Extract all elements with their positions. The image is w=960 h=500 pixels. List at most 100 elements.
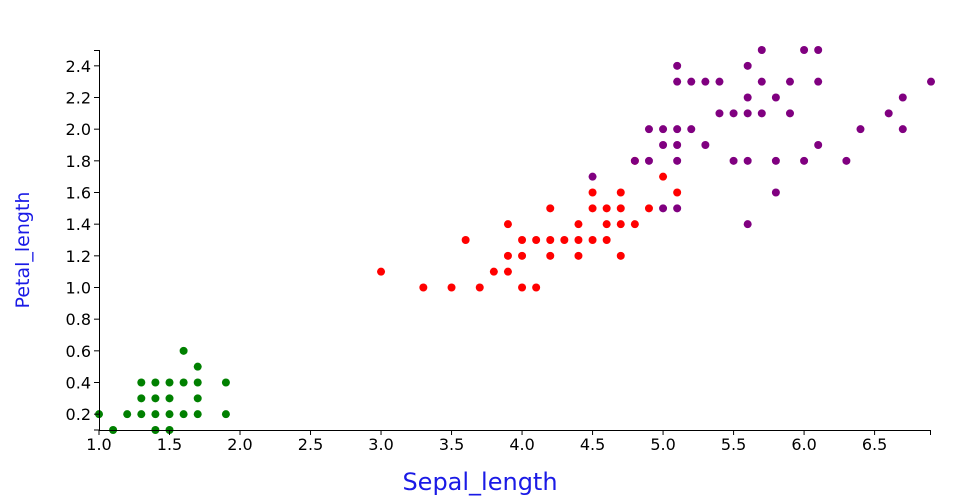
data-point-series-3 — [856, 125, 865, 134]
y-tick-label: 2.4 — [66, 57, 91, 76]
data-point-series-2 — [489, 267, 498, 276]
data-point-series-3 — [743, 220, 752, 229]
data-point-series-3 — [673, 156, 682, 165]
data-point-series-3 — [743, 61, 752, 70]
data-point-series-3 — [771, 93, 780, 102]
y-tick-label: 1.4 — [66, 215, 91, 234]
data-point-series-3 — [743, 93, 752, 102]
y-axis-ticks: 0.2 0.4 0.6 0.8 1.0 1.2 1.4 1.6 1.8 2.0 2.2 2.4 — [66, 50, 99, 431]
data-point-series-3 — [884, 109, 893, 118]
x-tick-label: 2.0 — [227, 435, 252, 454]
x-tick-label: 2.5 — [298, 435, 323, 454]
data-point-series-1 — [221, 410, 230, 419]
y-tick-label: 1.2 — [66, 247, 91, 266]
data-point-series-1 — [165, 410, 174, 419]
x-tick-label: 4.0 — [509, 435, 534, 454]
data-point-series-3 — [687, 77, 696, 86]
data-point-series-2 — [546, 204, 555, 213]
data-point-series-3 — [659, 204, 668, 213]
data-point-series-3 — [659, 141, 668, 149]
data-point-series-1 — [165, 378, 174, 387]
y-tick-label: 1.8 — [66, 152, 91, 171]
data-point-series-3 — [757, 77, 766, 86]
y-tick-label: 1.0 — [66, 279, 91, 298]
data-point-series-2 — [503, 251, 512, 260]
data-point-series-3 — [644, 125, 653, 134]
data-point-series-1 — [179, 410, 188, 419]
points-layer — [95, 46, 935, 434]
data-point-series-2 — [518, 283, 527, 292]
data-point-series-3 — [673, 61, 682, 70]
data-point-series-2 — [574, 236, 583, 244]
x-tick-label: 6.5 — [862, 435, 887, 454]
data-point-series-3 — [673, 204, 682, 213]
data-point-series-1 — [221, 378, 230, 387]
data-point-series-3 — [814, 46, 823, 54]
data-point-series-3 — [687, 125, 696, 134]
data-point-series-1 — [151, 394, 160, 403]
data-point-series-2 — [560, 236, 569, 244]
data-point-series-2 — [518, 236, 527, 244]
data-point-series-3 — [771, 156, 780, 165]
data-point-series-2 — [574, 251, 583, 260]
data-point-series-2 — [461, 236, 470, 244]
data-point-series-3 — [771, 188, 780, 197]
data-point-series-3 — [814, 77, 823, 86]
x-tick-label: 4.5 — [580, 435, 605, 454]
data-point-series-3 — [757, 46, 766, 54]
data-point-series-2 — [588, 236, 597, 244]
data-point-series-3 — [659, 125, 668, 134]
y-tick-label: 0.6 — [66, 342, 91, 361]
x-tick-label: 1.5 — [157, 435, 182, 454]
data-point-series-3 — [701, 141, 710, 149]
data-point-series-3 — [715, 109, 724, 118]
x-tick-label: 5.0 — [650, 435, 675, 454]
data-point-series-1 — [193, 394, 202, 403]
data-point-series-3 — [701, 77, 710, 86]
data-point-series-3 — [673, 77, 682, 86]
x-tick-label: 1.0 — [86, 435, 111, 454]
data-point-series-3 — [729, 109, 738, 118]
data-point-series-2 — [447, 283, 456, 292]
data-point-series-2 — [419, 283, 428, 292]
data-point-series-1 — [193, 362, 202, 371]
y-tick-label: 0.2 — [66, 405, 91, 424]
data-point-series-2 — [616, 220, 625, 229]
data-point-series-3 — [743, 109, 752, 118]
data-point-series-2 — [546, 251, 555, 260]
data-point-series-2 — [616, 251, 625, 260]
data-point-series-1 — [137, 378, 146, 387]
data-point-series-3 — [757, 109, 766, 118]
y-tick-label: 2.2 — [66, 89, 91, 108]
data-point-series-3 — [785, 77, 794, 86]
data-point-series-2 — [546, 236, 555, 244]
data-point-series-1 — [151, 410, 160, 419]
data-point-series-2 — [673, 188, 682, 197]
data-point-series-1 — [137, 410, 146, 419]
data-point-series-2 — [616, 188, 625, 197]
data-point-series-2 — [602, 236, 611, 244]
data-point-series-2 — [518, 251, 527, 260]
data-point-series-1 — [179, 346, 188, 355]
x-tick-label: 6.0 — [791, 435, 816, 454]
data-point-series-3 — [814, 141, 823, 149]
data-point-series-2 — [532, 283, 541, 292]
x-tick-label: 3.5 — [439, 435, 464, 454]
data-point-series-3 — [743, 156, 752, 165]
data-point-series-2 — [588, 204, 597, 213]
data-point-series-2 — [616, 204, 625, 213]
data-point-series-1 — [165, 394, 174, 403]
x-tick-label: 5.5 — [721, 435, 746, 454]
data-point-series-1 — [193, 378, 202, 387]
data-point-series-2 — [659, 172, 668, 181]
data-point-series-1 — [193, 410, 202, 419]
data-point-series-2 — [574, 220, 583, 229]
data-point-series-2 — [475, 283, 484, 292]
data-point-series-2 — [644, 204, 653, 213]
data-point-series-3 — [927, 77, 935, 86]
y-axis-title: Petal_length — [12, 192, 34, 309]
data-point-series-2 — [602, 204, 611, 213]
x-axis-ticks: 1.0 1.5 2.0 2.5 3.0 3.5 4.0 4.5 5.0 5.5 6.0 6.5 — [86, 430, 931, 454]
x-tick-label: 3.0 — [368, 435, 393, 454]
